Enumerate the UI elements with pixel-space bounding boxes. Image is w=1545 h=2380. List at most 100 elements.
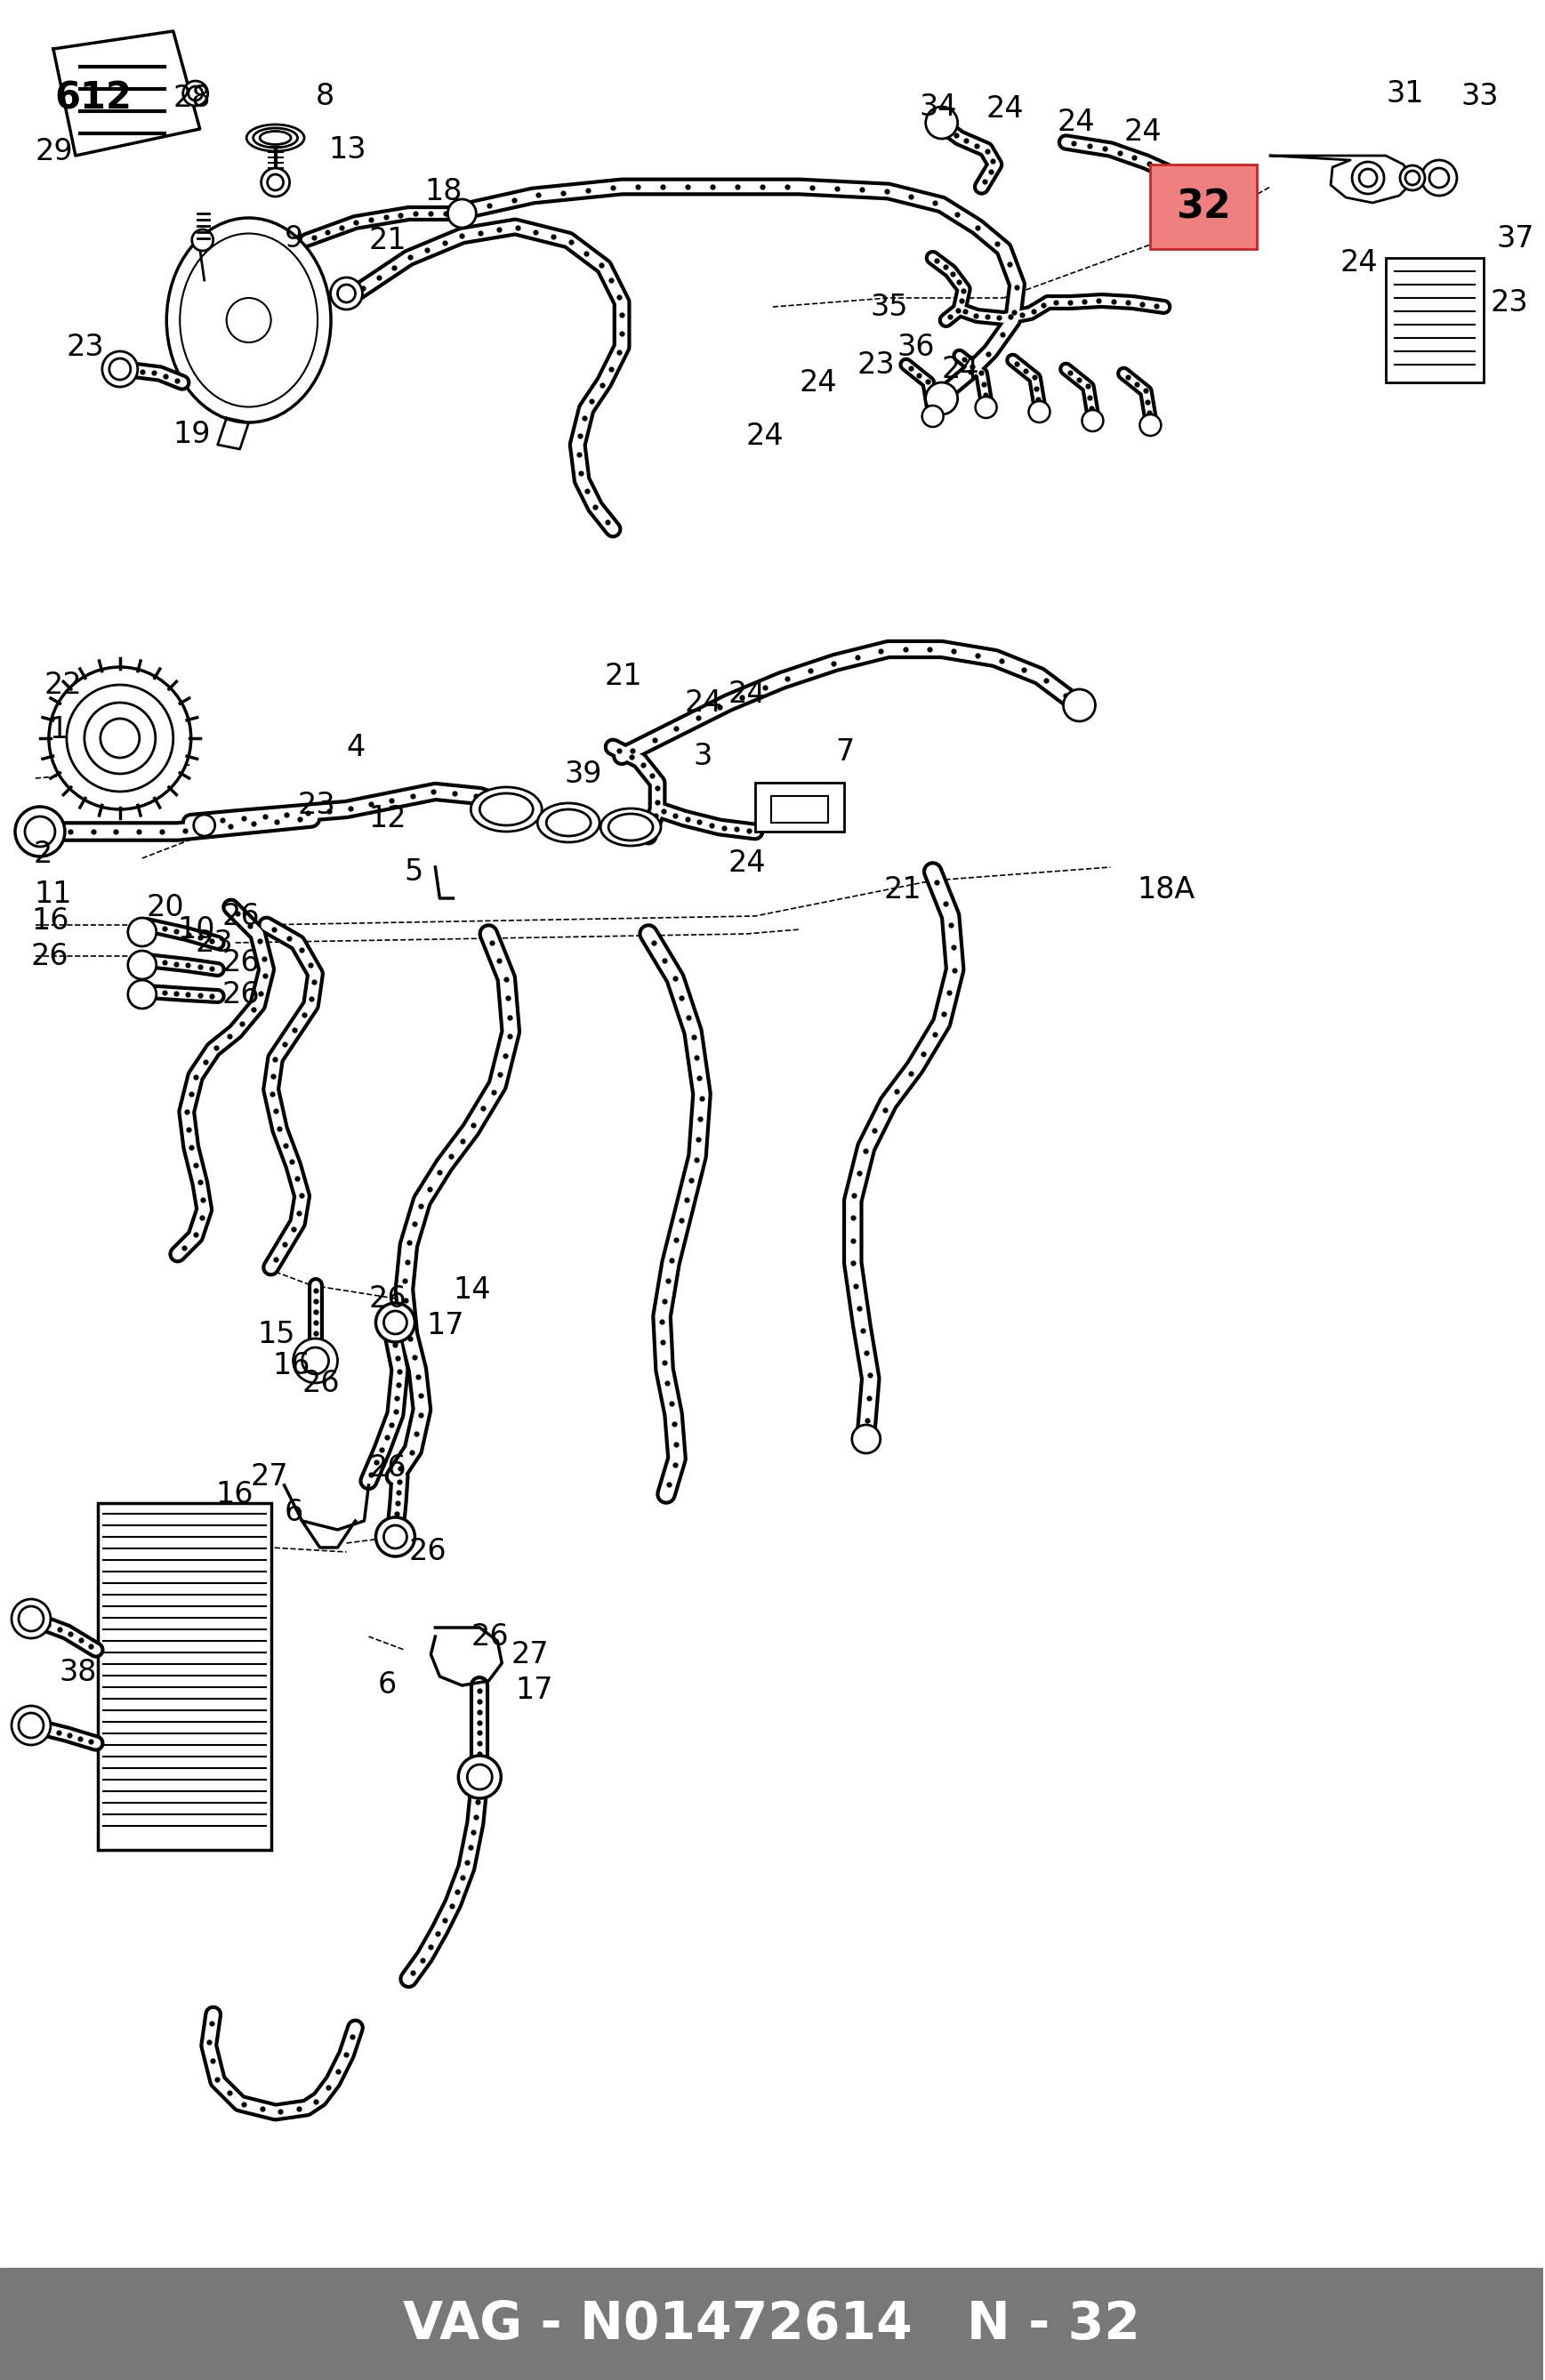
Circle shape [128, 950, 156, 978]
Text: 35: 35 [870, 293, 908, 321]
Text: 19: 19 [173, 419, 212, 450]
Ellipse shape [167, 219, 331, 424]
Circle shape [383, 1311, 406, 1335]
Text: 26: 26 [471, 1621, 508, 1652]
Circle shape [1081, 409, 1103, 431]
Text: 39: 39 [564, 759, 603, 788]
Text: 12: 12 [369, 804, 406, 833]
Circle shape [85, 702, 156, 774]
Text: 23: 23 [1491, 288, 1528, 317]
Text: 8: 8 [315, 81, 334, 112]
Circle shape [1029, 402, 1051, 424]
Circle shape [375, 1302, 416, 1342]
Text: 16: 16 [31, 907, 70, 935]
Bar [1151, 164, 1258, 250]
Circle shape [448, 200, 476, 228]
Circle shape [49, 666, 192, 809]
Circle shape [1421, 159, 1457, 195]
Bar [1386, 257, 1483, 383]
Text: 24: 24 [1057, 107, 1095, 136]
Text: 23: 23 [857, 350, 895, 378]
Text: 24: 24 [684, 688, 722, 716]
Circle shape [102, 352, 138, 388]
Text: 6: 6 [377, 1671, 397, 1699]
Text: 21: 21 [369, 226, 406, 255]
Text: 20: 20 [147, 892, 184, 921]
Circle shape [192, 228, 213, 250]
Circle shape [331, 278, 363, 309]
Text: 38: 38 [60, 1656, 97, 1687]
Circle shape [25, 816, 56, 847]
Text: 27: 27 [511, 1640, 548, 1668]
Text: 37: 37 [1497, 224, 1534, 252]
Circle shape [1406, 171, 1420, 186]
Circle shape [188, 86, 202, 100]
Text: 9: 9 [284, 224, 303, 252]
Text: 24: 24 [728, 678, 766, 709]
Circle shape [66, 685, 173, 793]
Text: 26: 26 [222, 981, 260, 1009]
Bar [97, 1504, 270, 1849]
Text: 4: 4 [346, 733, 365, 762]
Circle shape [11, 1706, 51, 1745]
Text: 24: 24 [746, 421, 785, 450]
Circle shape [459, 1756, 501, 1799]
Text: 21: 21 [604, 662, 643, 690]
Circle shape [1063, 690, 1095, 721]
Circle shape [337, 286, 355, 302]
Text: 14: 14 [453, 1276, 491, 1304]
Text: 24: 24 [986, 93, 1024, 124]
Text: 33: 33 [1462, 81, 1499, 112]
Circle shape [1352, 162, 1384, 193]
Text: 7: 7 [834, 738, 854, 766]
Circle shape [193, 814, 215, 835]
Text: 26: 26 [222, 902, 260, 931]
Text: 17: 17 [426, 1311, 464, 1340]
Ellipse shape [227, 298, 270, 343]
Text: 13: 13 [329, 136, 366, 164]
Circle shape [267, 174, 283, 190]
Text: 24: 24 [799, 369, 837, 397]
Circle shape [128, 981, 156, 1009]
Circle shape [467, 1764, 493, 1790]
Ellipse shape [538, 802, 599, 843]
Text: 6: 6 [284, 1497, 303, 1526]
Text: 18A: 18A [1137, 876, 1196, 904]
Ellipse shape [609, 814, 654, 840]
Bar [756, 783, 844, 831]
Circle shape [261, 169, 289, 198]
Ellipse shape [547, 809, 590, 835]
Text: 18: 18 [425, 176, 462, 207]
Circle shape [383, 1526, 406, 1549]
Circle shape [100, 719, 139, 757]
Text: 16: 16 [273, 1349, 311, 1380]
Text: 24: 24 [941, 355, 980, 383]
Circle shape [182, 81, 209, 105]
Text: 612: 612 [54, 79, 131, 117]
Circle shape [1429, 169, 1449, 188]
Text: 2: 2 [34, 840, 53, 869]
Text: 3: 3 [692, 740, 712, 771]
Circle shape [1140, 414, 1160, 436]
Text: 26: 26 [408, 1537, 447, 1566]
Text: 26: 26 [222, 947, 260, 978]
Text: 17: 17 [514, 1676, 553, 1704]
Circle shape [375, 1518, 416, 1557]
Text: 5: 5 [405, 857, 423, 885]
Text: 26: 26 [369, 1283, 406, 1314]
Circle shape [1360, 169, 1377, 186]
Ellipse shape [479, 793, 533, 826]
Text: 11: 11 [34, 878, 71, 909]
Circle shape [110, 359, 131, 381]
Text: 16: 16 [216, 1480, 253, 1509]
Text: 22: 22 [45, 671, 82, 700]
Text: 29: 29 [36, 136, 74, 167]
Ellipse shape [253, 129, 298, 148]
Text: 24: 24 [1217, 224, 1255, 252]
Text: 26: 26 [301, 1368, 340, 1397]
Bar [771, 795, 828, 823]
Text: 21: 21 [884, 876, 922, 904]
Circle shape [1400, 167, 1424, 190]
Text: 23: 23 [66, 333, 105, 362]
Circle shape [15, 807, 65, 857]
